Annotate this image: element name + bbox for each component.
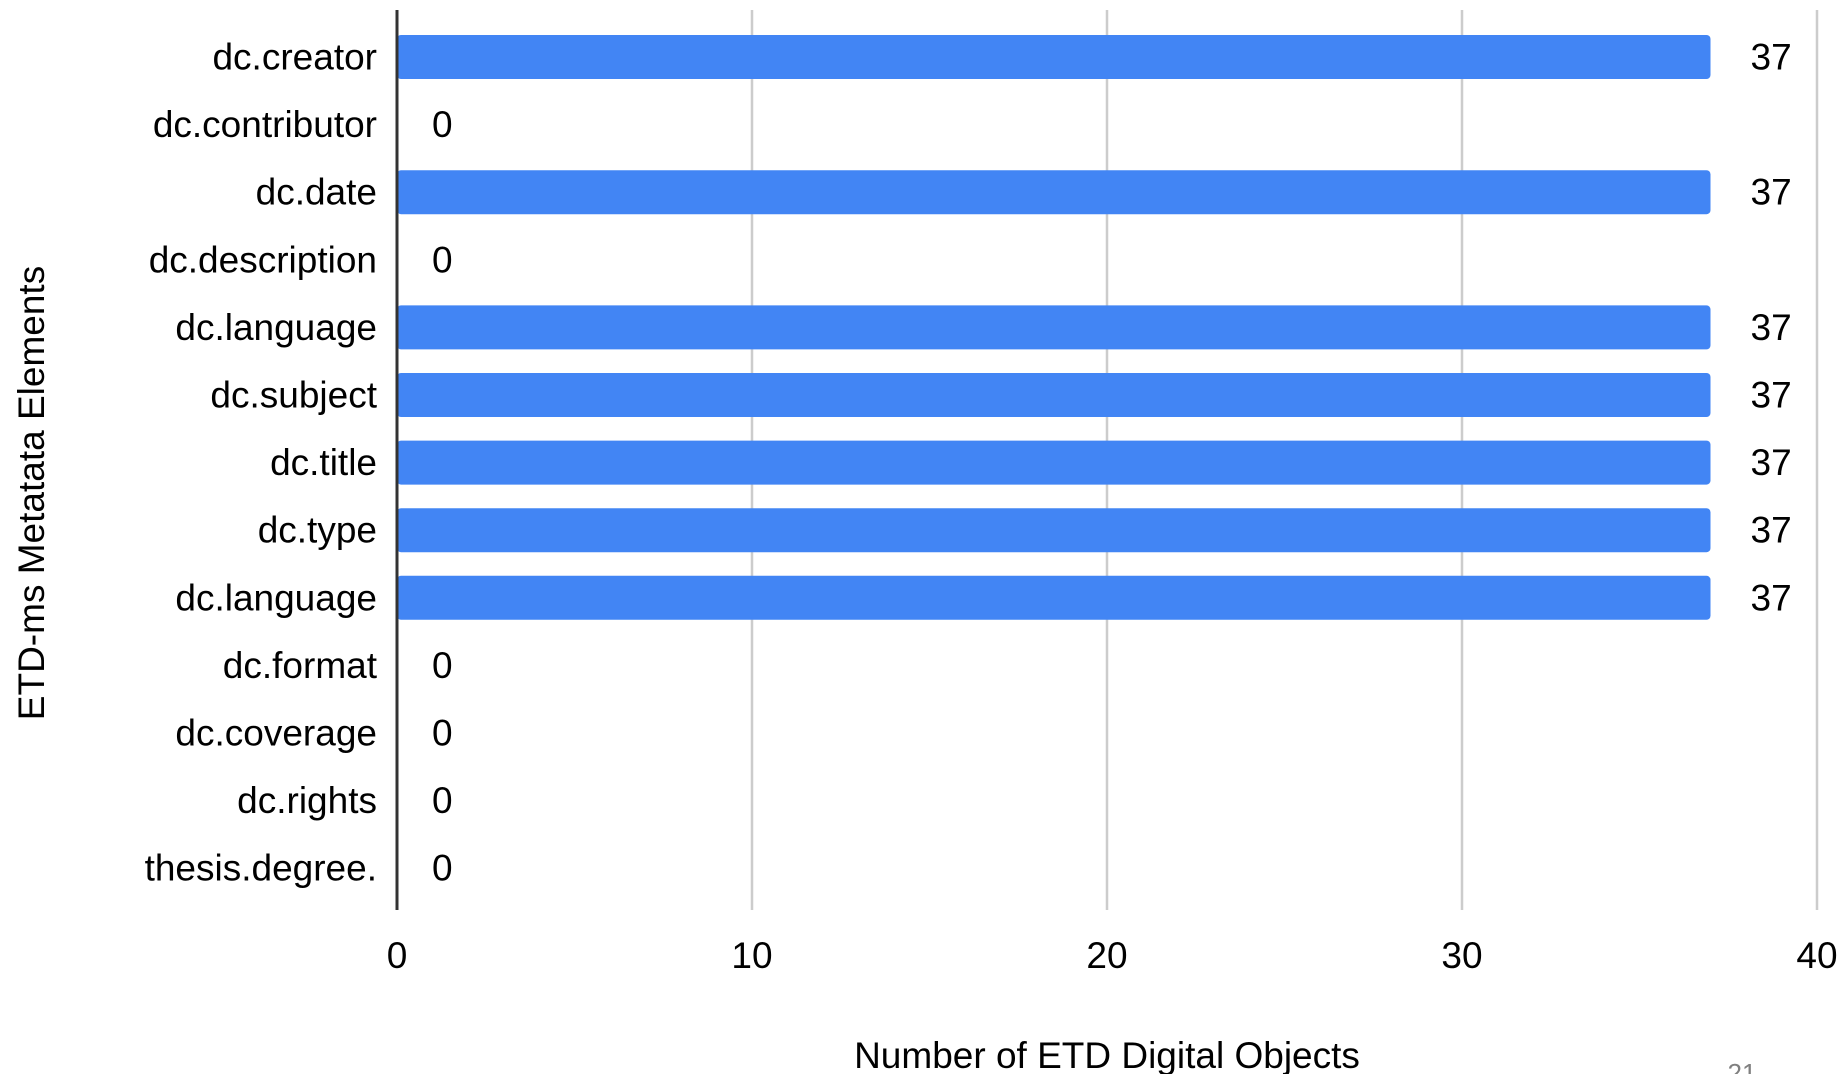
x-tick-label: 10 (731, 935, 772, 976)
category-label: dc.description (149, 239, 377, 280)
category-label: dc.date (256, 172, 377, 213)
data-label: 0 (432, 645, 453, 686)
x-tick-label: 30 (1441, 935, 1482, 976)
data-label: 37 (1751, 577, 1792, 618)
data-label: 0 (432, 780, 453, 821)
y-axis-title: ETD-ms Metatata Elements (11, 266, 52, 720)
data-label: 37 (1751, 172, 1792, 213)
category-label: dc.format (223, 645, 378, 686)
category-label: dc.creator (212, 37, 377, 78)
bar (397, 373, 1711, 417)
data-label: 37 (1751, 37, 1792, 78)
bar (397, 575, 1711, 620)
category-label: dc.language (175, 577, 377, 618)
x-tick-label: 0 (387, 935, 408, 976)
bars (397, 35, 1711, 620)
data-label: 37 (1751, 510, 1792, 551)
data-label: 0 (432, 713, 453, 754)
category-label: dc.rights (237, 780, 377, 821)
category-label: dc.coverage (175, 713, 377, 754)
category-label: dc.title (270, 442, 377, 483)
x-tick-labels: 0 10 20 30 40 (387, 935, 1838, 976)
bar (397, 170, 1711, 215)
category-label: dc.type (258, 510, 377, 551)
data-label: 0 (432, 104, 453, 145)
x-axis-title: Number of ETD Digital Objects (854, 1035, 1360, 1074)
x-tick-label: 40 (1796, 935, 1837, 976)
bar (397, 305, 1711, 350)
data-label: 37 (1751, 307, 1792, 348)
category-labels: dc.creator dc.contributor dc.date dc.descri… (145, 37, 378, 889)
data-labels: 37 0 37 0 37 37 37 37 37 0 0 0 0 (432, 37, 1792, 889)
category-label: dc.contributor (153, 104, 377, 145)
category-label: thesis.degree. (145, 848, 377, 889)
data-label: 37 (1751, 375, 1792, 416)
data-label: 0 (432, 848, 453, 889)
page-number: 21 (1728, 1058, 1757, 1074)
bar (397, 35, 1711, 79)
category-label: dc.subject (210, 375, 377, 416)
category-label: dc.language (175, 307, 377, 348)
data-label: 37 (1751, 442, 1792, 483)
data-label: 0 (432, 239, 453, 280)
bar (397, 508, 1711, 553)
bar (397, 440, 1711, 485)
x-tick-label: 20 (1086, 935, 1127, 976)
